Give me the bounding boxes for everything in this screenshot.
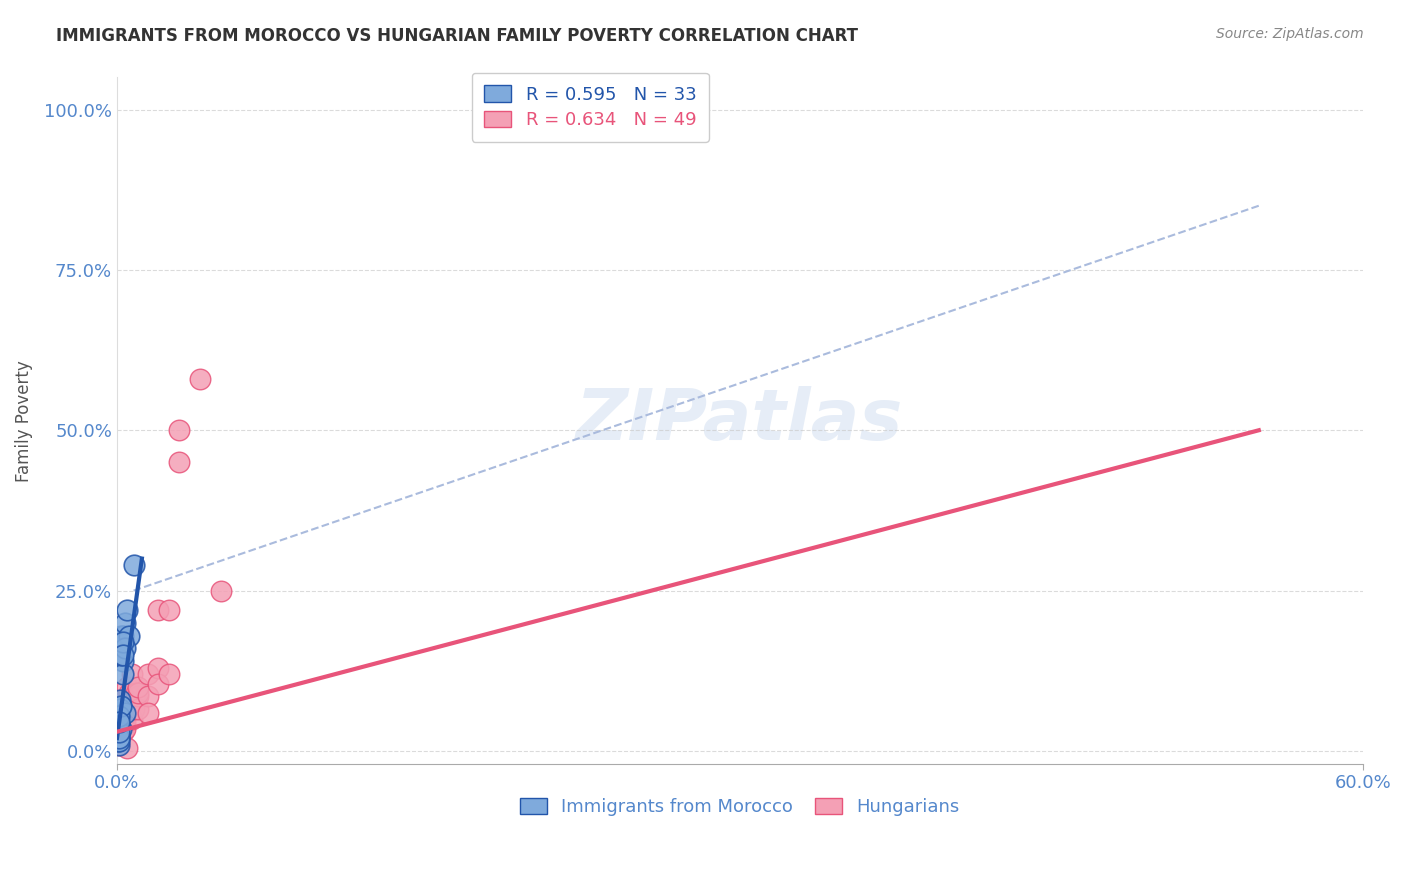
Point xyxy=(108,724,131,739)
Point xyxy=(112,724,135,739)
Point xyxy=(107,731,129,746)
Point xyxy=(110,712,132,726)
Point xyxy=(112,635,135,649)
Point xyxy=(127,680,149,694)
Point xyxy=(108,715,131,730)
Point xyxy=(108,706,131,720)
Point xyxy=(112,648,135,662)
Point xyxy=(108,715,131,730)
Point xyxy=(122,702,145,716)
Point xyxy=(108,728,131,742)
Point xyxy=(108,731,131,746)
Point xyxy=(117,696,139,710)
Point xyxy=(108,724,131,739)
Point xyxy=(148,676,170,690)
Text: Source: ZipAtlas.com: Source: ZipAtlas.com xyxy=(1216,27,1364,41)
Point xyxy=(136,706,159,720)
Point xyxy=(127,702,149,716)
Point xyxy=(117,680,139,694)
Point xyxy=(108,722,131,736)
Point xyxy=(117,603,139,617)
Text: IMMIGRANTS FROM MOROCCO VS HUNGARIAN FAMILY POVERTY CORRELATION CHART: IMMIGRANTS FROM MOROCCO VS HUNGARIAN FAM… xyxy=(56,27,858,45)
Point xyxy=(167,423,190,437)
Point xyxy=(121,712,143,726)
Point xyxy=(114,708,136,723)
Point xyxy=(188,372,211,386)
Point xyxy=(108,708,131,723)
Point xyxy=(118,686,141,700)
Point xyxy=(108,734,131,748)
Point xyxy=(108,738,131,752)
Point xyxy=(110,628,132,642)
Point xyxy=(127,690,149,704)
Y-axis label: Family Poverty: Family Poverty xyxy=(15,359,32,482)
Point xyxy=(112,628,135,642)
Point xyxy=(112,722,135,736)
Point xyxy=(108,718,131,732)
Point xyxy=(112,654,135,668)
Point xyxy=(114,706,136,720)
Point xyxy=(117,692,139,706)
Point xyxy=(108,728,131,742)
Point xyxy=(108,731,131,746)
Point xyxy=(114,722,136,736)
Point xyxy=(136,667,159,681)
Point xyxy=(108,712,131,726)
Point xyxy=(127,686,149,700)
Point xyxy=(117,740,139,755)
Point xyxy=(108,708,131,723)
Point xyxy=(114,641,136,656)
Point xyxy=(114,615,136,630)
Point xyxy=(110,699,132,714)
Point xyxy=(114,699,136,714)
Point xyxy=(108,734,131,748)
Point xyxy=(148,660,170,674)
Point xyxy=(148,603,170,617)
Point xyxy=(157,603,180,617)
Point xyxy=(110,722,132,736)
Point xyxy=(110,699,132,714)
Point xyxy=(112,667,135,681)
Point xyxy=(157,667,180,681)
Point xyxy=(108,715,131,730)
Point xyxy=(167,455,190,469)
Point xyxy=(108,724,131,739)
Point xyxy=(114,715,136,730)
Legend: Immigrants from Morocco, Hungarians: Immigrants from Morocco, Hungarians xyxy=(513,790,967,823)
Point xyxy=(108,718,131,732)
Point xyxy=(110,724,132,739)
Point xyxy=(122,558,145,572)
Point xyxy=(209,583,232,598)
Text: ZIPatlas: ZIPatlas xyxy=(576,386,904,455)
Point xyxy=(118,628,141,642)
Point xyxy=(108,702,131,716)
Point xyxy=(110,706,132,720)
Point xyxy=(112,692,135,706)
Point xyxy=(110,648,132,662)
Point xyxy=(110,718,132,732)
Point xyxy=(108,738,131,752)
Point xyxy=(136,690,159,704)
Point xyxy=(118,690,141,704)
Point xyxy=(121,667,143,681)
Point xyxy=(112,702,135,716)
Point xyxy=(114,692,136,706)
Point xyxy=(124,686,146,700)
Point xyxy=(110,699,132,714)
Point xyxy=(107,734,129,748)
Point xyxy=(108,692,131,706)
Point xyxy=(110,708,132,723)
